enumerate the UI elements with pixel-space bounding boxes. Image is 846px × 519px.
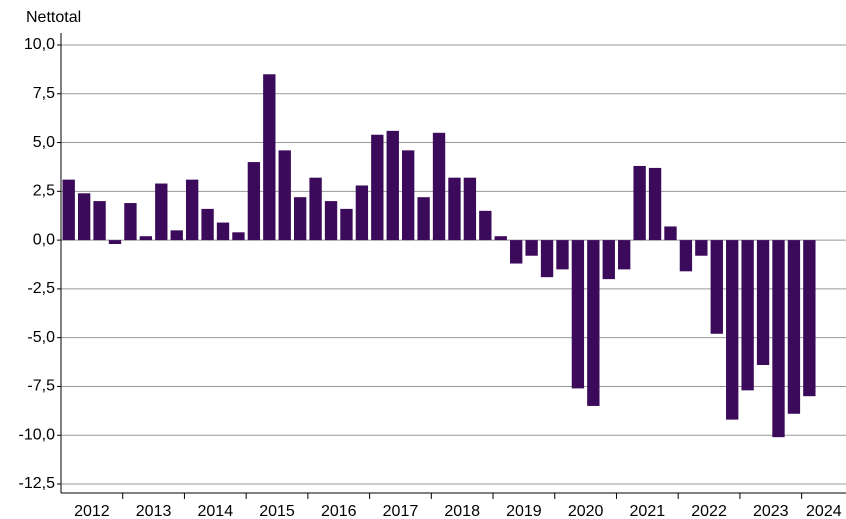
y-tick-label: -12,5 [19, 475, 56, 492]
bar [278, 150, 291, 241]
bar [201, 208, 214, 241]
x-tick-label: 2019 [506, 503, 542, 519]
bar [247, 162, 261, 241]
bar [355, 185, 369, 241]
bar [309, 177, 322, 241]
bar [741, 240, 754, 391]
bar [216, 222, 230, 241]
bar [664, 226, 677, 241]
x-tick-label: 2022 [691, 503, 727, 519]
bar [695, 240, 708, 256]
bar [124, 203, 137, 241]
bar [510, 240, 523, 264]
bar [232, 232, 245, 241]
x-tick-label: 2014 [198, 503, 234, 519]
x-tick-label: 2023 [753, 503, 789, 519]
x-tick-label: 2013 [136, 503, 172, 519]
y-tick-label: 0,0 [33, 231, 55, 248]
bar [402, 150, 415, 241]
bar [340, 208, 353, 241]
bar [556, 240, 569, 270]
x-tick-label: 2021 [630, 503, 666, 519]
y-axis-title: Nettotal [26, 9, 81, 26]
y-tick-label: -7,5 [27, 378, 55, 395]
bar [479, 210, 492, 241]
x-tick-label: 2012 [74, 503, 110, 519]
y-tick-label: -10,0 [19, 426, 56, 443]
bar [93, 201, 106, 241]
y-tick-label: 5,0 [33, 134, 55, 151]
x-tick-label: 2016 [321, 503, 357, 519]
bar [417, 197, 430, 241]
bar [756, 240, 770, 365]
bar [324, 201, 338, 241]
bar [62, 179, 75, 241]
y-tick-label: -5,0 [27, 329, 55, 346]
bar [633, 165, 646, 241]
bar [648, 167, 662, 241]
bar [772, 240, 785, 438]
bar [371, 134, 384, 241]
bar [726, 240, 739, 420]
x-tick-label: 2024 [806, 503, 842, 519]
x-tick-label: 2017 [383, 503, 419, 519]
bar [463, 177, 477, 241]
bar [571, 240, 585, 389]
bar [540, 240, 554, 278]
y-tick-label: 7,5 [33, 85, 55, 102]
bar [263, 74, 276, 241]
bar [293, 197, 307, 241]
bar [448, 177, 461, 241]
x-tick-label: 2015 [259, 503, 295, 519]
bar [679, 240, 693, 272]
y-tick-label: -2,5 [27, 280, 55, 297]
bar [185, 179, 199, 241]
bar [108, 240, 122, 245]
bar [77, 193, 91, 241]
bar [602, 240, 615, 280]
bar [803, 240, 816, 397]
bar [139, 236, 153, 241]
bar [386, 130, 399, 241]
bar [155, 183, 168, 241]
bar [525, 240, 538, 256]
bar [710, 240, 723, 334]
bar [587, 240, 600, 406]
bar [494, 236, 507, 241]
bar [170, 230, 183, 241]
x-tick-label: 2020 [568, 503, 604, 519]
bar [618, 240, 631, 270]
bar [787, 240, 801, 414]
y-tick-label: 2,5 [33, 183, 55, 200]
bar [432, 132, 446, 241]
y-tick-label: 10,0 [24, 36, 55, 53]
x-tick-label: 2018 [444, 503, 480, 519]
